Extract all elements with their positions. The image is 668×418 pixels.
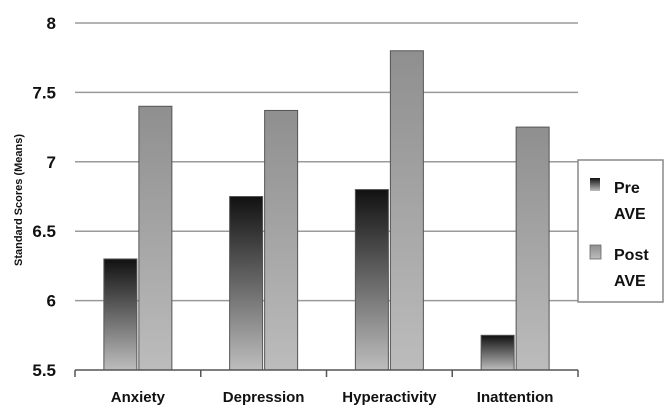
y-tick-label: 8 bbox=[47, 14, 56, 33]
legend-label-post-line2: AVE bbox=[614, 273, 646, 290]
bar-pre-hyperactivity bbox=[354, 189, 389, 371]
y-tick-label: 5.5 bbox=[32, 361, 56, 380]
bar-post-anxiety bbox=[138, 105, 173, 371]
x-category-label: Hyperactivity bbox=[342, 389, 437, 406]
x-axis-categories: Anxiety Depression Hyperactivity Inattentio… bbox=[74, 370, 579, 406]
bar-post-inattention bbox=[515, 126, 550, 371]
legend-label-pre-line1: Pre bbox=[614, 180, 640, 197]
bar-post-hyperactivity bbox=[389, 50, 424, 371]
y-tick-label: 7 bbox=[47, 153, 56, 172]
x-category-label: Depression bbox=[223, 389, 305, 406]
y-tick-label: 6 bbox=[47, 292, 56, 311]
legend-swatch-post bbox=[589, 244, 602, 260]
legend: Pre AVE Post AVE bbox=[577, 159, 664, 303]
bars bbox=[103, 50, 550, 371]
legend-swatch-pre bbox=[590, 178, 600, 191]
x-category-label: Inattention bbox=[477, 389, 554, 406]
legend-label-post-line1: Post bbox=[614, 247, 649, 264]
x-category-label: Anxiety bbox=[111, 389, 166, 406]
y-tick-label: 6.5 bbox=[32, 222, 56, 241]
legend-label-pre-line2: AVE bbox=[614, 206, 646, 223]
bar-pre-anxiety bbox=[103, 258, 138, 371]
bar-pre-inattention bbox=[480, 334, 515, 371]
bar-pre-depression bbox=[229, 196, 264, 371]
y-axis-ticks: 5.5 6 6.5 7 7.5 8 bbox=[32, 14, 56, 380]
bar-post-depression bbox=[264, 109, 299, 371]
y-axis-label: Standard Scores (Means) bbox=[13, 134, 25, 266]
y-tick-label: 7.5 bbox=[32, 83, 56, 102]
